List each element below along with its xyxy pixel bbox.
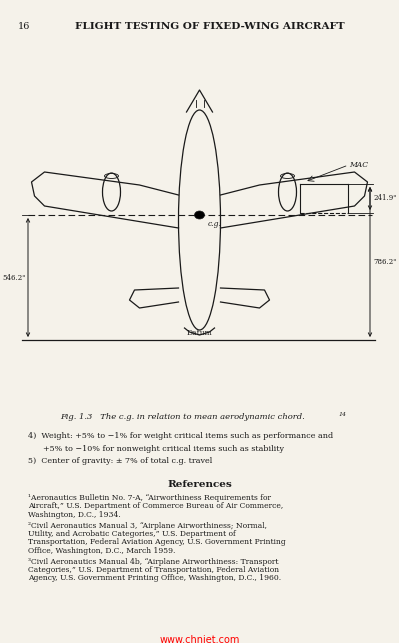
Text: Washington, D.C., 1934.: Washington, D.C., 1934. [28,511,121,519]
Text: References: References [167,480,232,489]
Text: Office, Washington, D.C., March 1959.: Office, Washington, D.C., March 1959. [28,547,176,555]
Text: Aircraft,” U.S. Department of Commerce Bureau of Air Commerce,: Aircraft,” U.S. Department of Commerce B… [28,502,283,511]
Text: ²Civil Aeronautics Manual 3, “Airplane Airworthiness; Normal,: ²Civil Aeronautics Manual 3, “Airplane A… [28,521,267,529]
Text: ¹Aeronautics Bulletin No. 7-A, “Airworthiness Requirements for: ¹Aeronautics Bulletin No. 7-A, “Airworth… [28,494,271,502]
Text: 241.9": 241.9" [373,194,397,203]
Text: Utility, and Acrobatic Categories,” U.S. Department of: Utility, and Acrobatic Categories,” U.S.… [28,530,236,538]
Ellipse shape [194,211,205,219]
Text: ³Civil Aeronautics Manual 4b, “Airplane Airworthiness: Transport: ³Civil Aeronautics Manual 4b, “Airplane … [28,557,279,565]
Text: 546.2": 546.2" [2,273,26,282]
Text: 14: 14 [339,412,347,417]
Text: www.chnjet.com: www.chnjet.com [159,635,240,643]
Text: 5)  Center of gravity: ± 7% of total c.g. travel: 5) Center of gravity: ± 7% of total c.g.… [28,457,212,465]
Text: Categories,” U.S. Department of Transportation, Federal Aviation: Categories,” U.S. Department of Transpor… [28,566,279,574]
Text: Fig. 1.3   The c.g. in relation to mean aerodynamic chord.: Fig. 1.3 The c.g. in relation to mean ae… [60,413,305,421]
Text: MAC: MAC [350,161,369,169]
Text: 786.2": 786.2" [373,258,397,266]
Text: +5% to −10% for nonweight critical items such as stability: +5% to −10% for nonweight critical items… [28,445,284,453]
Text: Transportation, Federal Aviation Agency, U.S. Government Printing: Transportation, Federal Aviation Agency,… [28,538,286,547]
Text: Datum: Datum [187,329,212,337]
Text: 4)  Weight: +5% to −1% for weight critical items such as performance and: 4) Weight: +5% to −1% for weight critica… [28,432,333,440]
Text: Agency, U.S. Government Printing Office, Washington, D.C., 1960.: Agency, U.S. Government Printing Office,… [28,574,281,583]
Text: 16: 16 [18,22,30,31]
Text: c.g.: c.g. [207,220,221,228]
Text: FLIGHT TESTING OF FIXED-WING AIRCRAFT: FLIGHT TESTING OF FIXED-WING AIRCRAFT [75,22,344,31]
